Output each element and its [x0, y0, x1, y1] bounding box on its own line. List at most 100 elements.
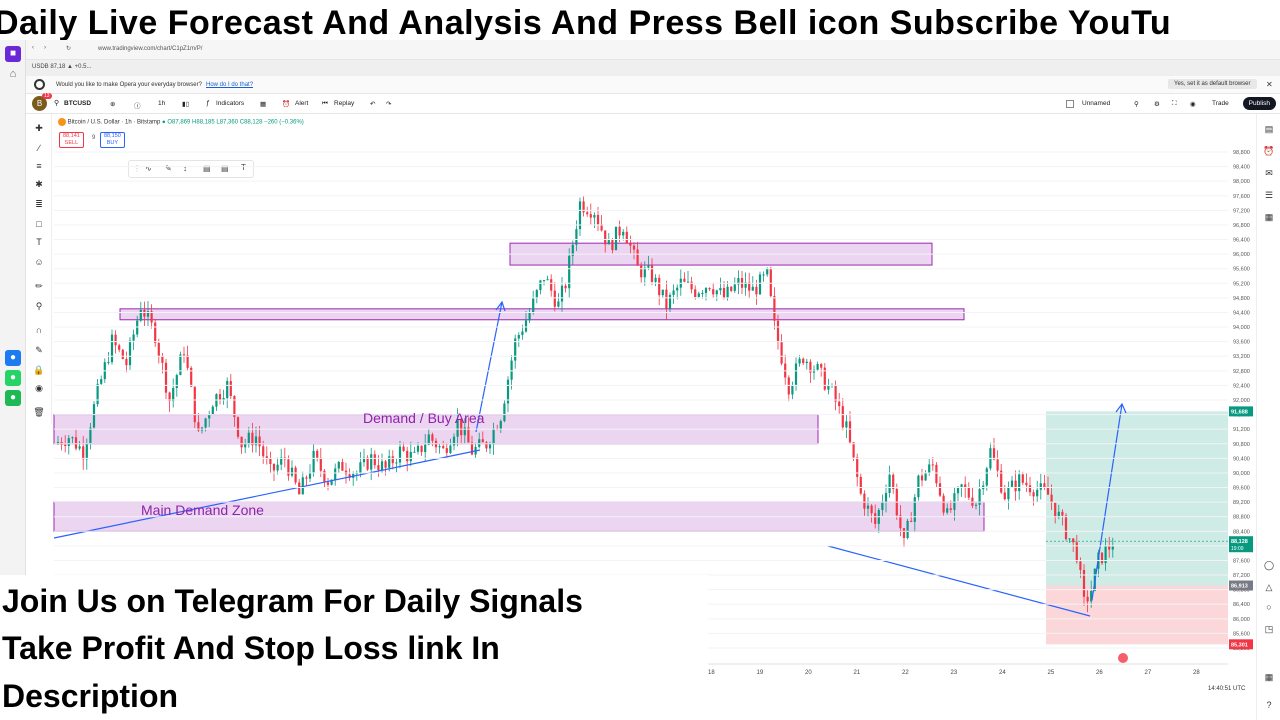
info-icon[interactable]: ⓘ	[134, 103, 141, 110]
redo-icon[interactable]: ↷	[386, 101, 392, 108]
visibility-icon[interactable]: ◉	[35, 383, 43, 393]
notifications-icon[interactable]: △	[1265, 582, 1273, 592]
candle-body	[510, 360, 513, 380]
spotify-icon[interactable]: ●	[5, 390, 21, 406]
alert-button[interactable]: Alert	[295, 100, 309, 107]
buy-button[interactable]: 88,150 BUY	[100, 132, 125, 148]
home-icon[interactable]: ⌂	[9, 68, 17, 80]
messenger-icon[interactable]: ●	[5, 350, 21, 366]
url-field[interactable]: www.tradingview.com/chart/C1pZ1m/P/	[98, 46, 203, 52]
undo-icon[interactable]: ↶	[370, 101, 376, 108]
apps-grid-icon[interactable]: ▦	[1264, 672, 1274, 682]
candle-body	[582, 201, 585, 213]
whatsapp-icon[interactable]: ●	[5, 370, 21, 386]
compare-icon[interactable]: ⊕	[110, 101, 116, 108]
text-tool-icon[interactable]: T	[36, 237, 42, 247]
publish-button[interactable]: Publish	[1242, 97, 1276, 110]
lock-icon[interactable]: 🔒	[33, 365, 45, 375]
stop-loss-area	[1046, 585, 1228, 645]
ruler-icon[interactable]: ✏	[35, 281, 43, 291]
chat-icon[interactable]: ✉	[1265, 168, 1273, 178]
help-icon[interactable]: ◯	[1263, 560, 1275, 570]
stop-tag: 85,301	[1231, 642, 1248, 648]
candle-body	[809, 361, 812, 373]
replay-button[interactable]: Replay	[334, 100, 355, 107]
magnet-icon[interactable]: ∩	[35, 325, 43, 335]
zoom-icon[interactable]: ⚲	[35, 301, 43, 311]
layout-name[interactable]: Unnamed	[1082, 100, 1111, 107]
candle-body	[593, 214, 596, 218]
infobar-help-link[interactable]: How do I do that?	[206, 82, 254, 88]
visual-order-icon[interactable]: ▤	[203, 164, 211, 173]
candle-body	[787, 377, 790, 395]
target-tag: 91,688	[1231, 409, 1248, 415]
crosshair-icon[interactable]: ✚	[35, 123, 43, 133]
y-tick-label: 88,800	[1233, 515, 1250, 521]
watchlist-icon[interactable]: ▤	[1264, 124, 1274, 134]
symbol-search[interactable]: BTCUSD	[64, 100, 92, 107]
user-avatar[interactable]: B	[32, 96, 47, 111]
interval-button[interactable]: 1h	[158, 100, 166, 107]
layers-icon[interactable]: ☰	[1264, 190, 1274, 200]
close-icon[interactable]: ✕	[1266, 80, 1273, 89]
calendar-icon[interactable]: ▦	[1264, 212, 1274, 222]
set-default-button[interactable]: Yes, set it as default browser	[1168, 79, 1257, 89]
y-tick-label: 90,000	[1233, 471, 1250, 477]
reload-icon[interactable]: ↻	[66, 46, 72, 52]
search-icon[interactable]: ⚲	[1134, 101, 1139, 108]
candle-body	[175, 375, 178, 389]
ideas-icon[interactable]: ○	[1266, 602, 1272, 612]
search-icon[interactable]: ⚲	[54, 100, 60, 107]
back-icon[interactable]: ‹	[32, 45, 34, 51]
drag-handle-icon[interactable]: ⋮	[133, 164, 141, 173]
candle-body	[1090, 590, 1093, 602]
candle-body	[287, 459, 290, 476]
trade-button[interactable]: Trade	[1212, 100, 1229, 107]
alerts-icon[interactable]: ⏰	[1263, 146, 1275, 156]
opera-menu-icon[interactable]: ■	[5, 46, 21, 62]
templates-icon[interactable]: ▦	[260, 101, 267, 108]
candle-body	[658, 277, 661, 296]
tab-strip: USDB 87,18 ▲ +0.5...	[26, 60, 1280, 76]
emoji-icon[interactable]: ☺	[34, 257, 44, 267]
channel-icon[interactable]: ≡	[36, 161, 42, 171]
forward-icon[interactable]: ›	[44, 45, 46, 51]
trash-icon[interactable]: 🗑	[33, 407, 45, 417]
template-icon[interactable]: ▤	[221, 164, 229, 173]
indicators-button[interactable]: Indicators	[216, 100, 245, 107]
brush-icon[interactable]: ✎	[165, 164, 172, 173]
candle-body	[913, 497, 916, 522]
camera-icon[interactable]: ◉	[1190, 101, 1196, 108]
countdown-tag: 19:09	[1231, 546, 1244, 552]
settings-icon[interactable]: ⚙	[1154, 101, 1160, 108]
candle-body	[964, 484, 967, 488]
candle-body	[614, 226, 618, 251]
instrument-name[interactable]: Bitcoin / U.S. Dollar · 1h · Bitstamp	[67, 119, 161, 126]
chart-legend: Bitcoin / U.S. Dollar · 1h · Bitstamp ● …	[58, 118, 304, 126]
pulse-icon[interactable]: ◳	[1264, 624, 1274, 634]
candle-body	[884, 493, 888, 503]
candle-body	[946, 508, 949, 513]
candle-body	[298, 482, 301, 495]
candle-body	[859, 476, 862, 494]
candle-body	[920, 475, 924, 481]
trendline-icon[interactable]: ∕	[38, 143, 40, 153]
candle-body	[503, 403, 506, 422]
text-icon[interactable]: T	[241, 163, 246, 172]
candle-body	[654, 277, 657, 282]
candle-body	[665, 289, 668, 309]
sync-icon[interactable]: ↕	[183, 164, 187, 173]
lock-drawing-icon[interactable]: ✎	[35, 345, 43, 355]
fib-icon[interactable]: ≣	[35, 199, 43, 209]
candle-body	[535, 290, 538, 299]
help-circle-icon[interactable]: ?	[1266, 700, 1272, 710]
chart-type-icon[interactable]: ▮▯	[182, 101, 190, 108]
candle-body	[1010, 480, 1014, 487]
sell-button[interactable]: 88,141 SELL	[59, 132, 84, 148]
fullscreen-icon[interactable]: ⛶	[1172, 100, 1177, 107]
line-style-icon[interactable]: ∿	[145, 164, 152, 173]
shape-icon[interactable]: □	[36, 219, 42, 229]
pitchfork-icon[interactable]: ✱	[35, 179, 43, 189]
tab-tradingview[interactable]: USDB 87,18 ▲ +0.5...	[32, 64, 92, 70]
